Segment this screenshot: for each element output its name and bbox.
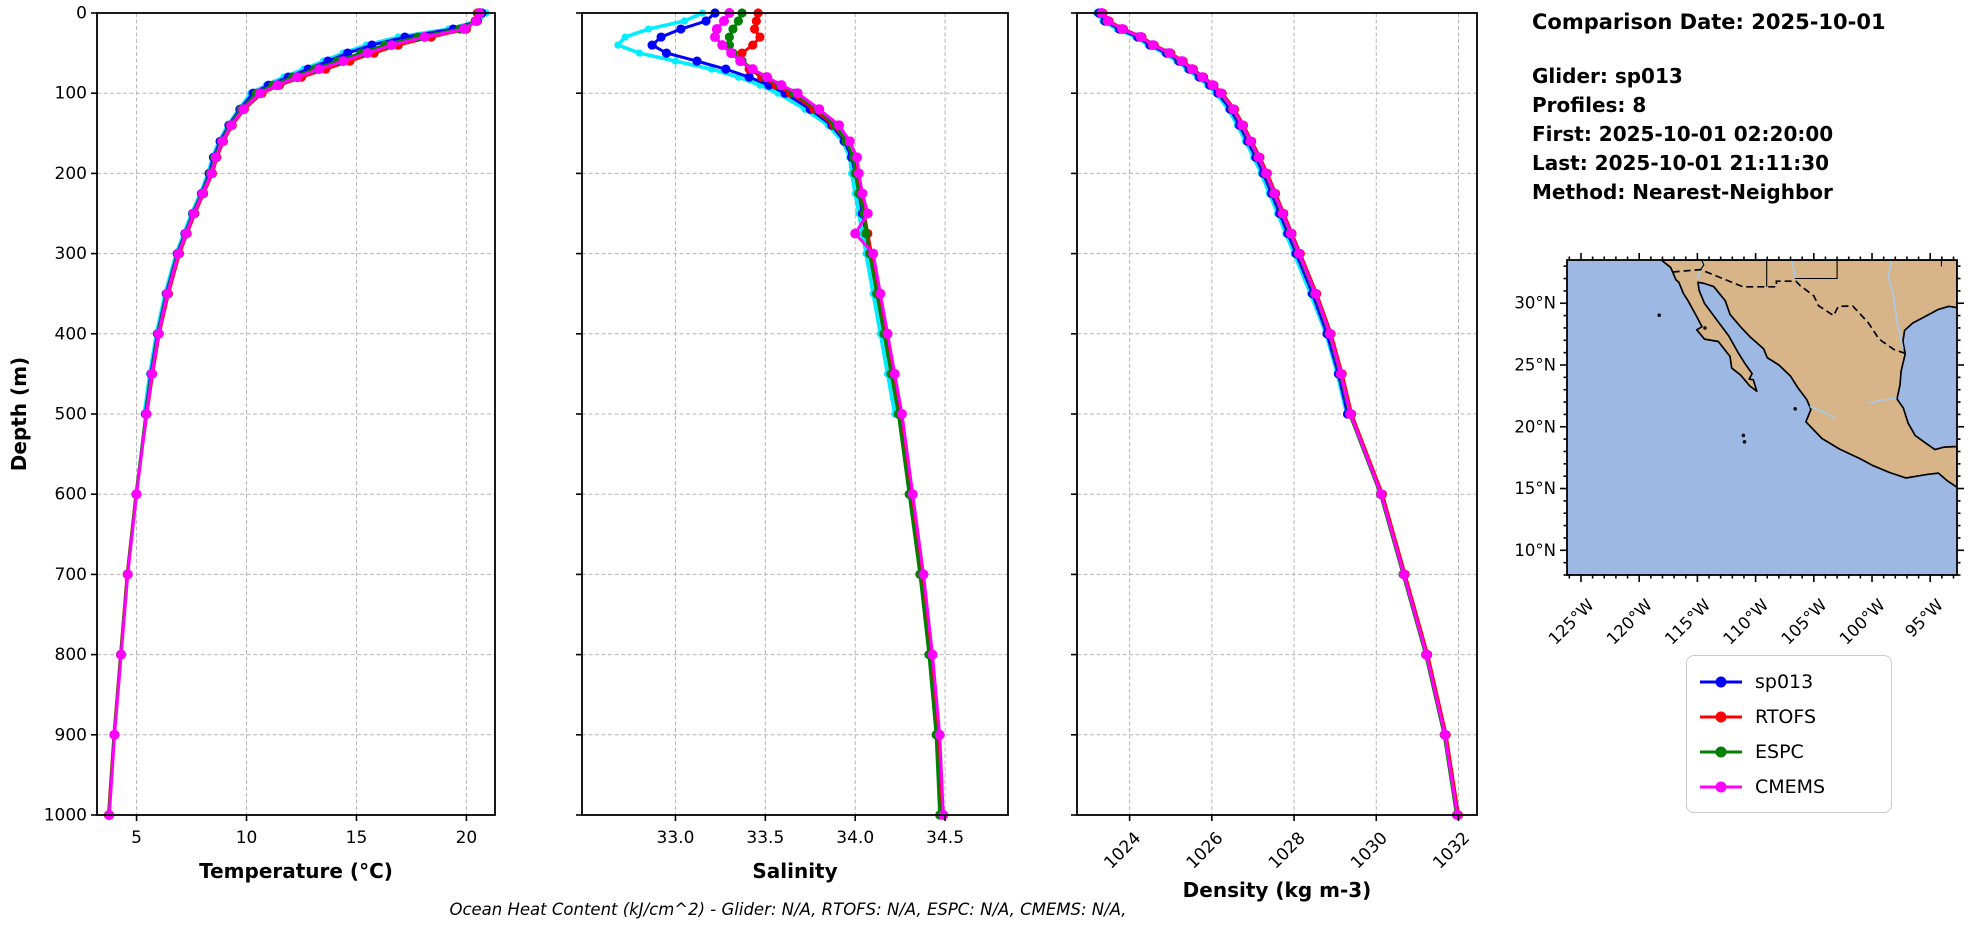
map-river [1696,260,1705,280]
ytick-label: 900 [55,725,87,745]
map-island [1742,440,1747,444]
map-frame [1566,259,1958,576]
map-island [1793,407,1797,411]
series-line-sp013 [1097,11,1350,416]
legend-label: sp013 [1755,670,1814,693]
legend-item-sp013: sp013 [1699,664,1877,699]
legend-item-espc: ESPC [1699,734,1877,769]
map-river [1790,260,1798,282]
ytick-label: 400 [55,324,87,344]
map-lon-label: 125°W [1545,595,1598,648]
legend-item-rtofs: RTOFS [1699,699,1877,734]
legend-label: ESPC [1755,740,1804,763]
legend-label: RTOFS [1755,705,1817,728]
map-lon-label: 110°W [1719,595,1772,648]
legend-marker-icon [1700,676,1742,687]
xtick-label: 1026 [1183,828,1228,873]
ytick-label: 1000 [44,806,87,826]
density-plot: 1024 1026 1028 1030 1032 Density (kg m-3) [1071,8,1478,902]
series-markers-sp013-raw [1093,9,1351,418]
xtick-label: 34.0 [836,828,874,848]
xtick-label: 10 [236,828,258,848]
salinity-plot: 33.0 33.5 34.0 34.5 Salinity [576,8,1009,883]
xtick-label: 1032 [1429,828,1474,873]
legend-item-cmems: CMEMS [1699,769,1877,804]
ytick-label: 600 [55,485,87,505]
map-island [1703,326,1707,330]
map-lon-label: 100°W [1836,595,1889,648]
xtick-label: 5 [131,828,142,848]
map-lat-label: 30°N [1514,294,1556,313]
ytick-label: 200 [55,164,87,184]
map-river [1887,260,1904,350]
temperature-xlabel: Temperature (°C) [199,859,393,883]
info-block: Comparison Date: 2025-10-01 Glider: sp01… [1532,10,1972,207]
ytick-label: 500 [55,405,87,425]
ytick-label: 800 [55,645,87,665]
xtick-label: 33.0 [657,828,695,848]
xtick-label: 20 [456,828,478,848]
legend-label: CMEMS [1755,775,1826,798]
map-lat-label: 15°N [1514,479,1556,498]
map-lon-label: 105°W [1778,595,1831,648]
map-river [1868,397,1897,405]
map-lon-label: 95°W [1901,595,1947,641]
xtick-label: 33.5 [746,828,784,848]
glider-name: Glider: sp013 [1532,64,1683,88]
series-line-sp013-raw [1094,11,1349,416]
map-island [1657,313,1662,318]
map-lon-label: 120°W [1603,595,1656,648]
ytick-label: 100 [55,84,87,104]
map-content [1567,260,1957,575]
salinity-axes-frame [581,12,1009,816]
xtick-label: 1028 [1265,828,1310,873]
depth-ylabel: Depth (m) [7,357,31,471]
series-markers-sp013 [1094,8,1353,419]
temperature-plot: 5 10 15 2001002003004005006007008009001000T… [7,4,496,883]
legend-marker-icon [1700,746,1742,757]
map-lon-label: 115°W [1661,595,1714,648]
legend: sp013 RTOFS ESPC CMEMS [1686,655,1892,813]
ytick-label: 0 [76,4,87,24]
series-markers-CMEMS [1096,8,1463,820]
map-land [1660,260,1957,489]
comparison-date: Comparison Date: 2025-10-01 [1532,10,1886,34]
first-profile-time: First: 2025-10-01 02:20:00 [1532,122,1834,146]
xtick-label: 1024 [1100,828,1145,873]
map-state-border [1794,260,1838,280]
series-markers-CMEMS [104,8,485,820]
map-lat-label: 20°N [1514,417,1556,436]
salinity-xlabel: Salinity [752,859,837,883]
density-xlabel: Density (kg m-3) [1183,878,1372,902]
ohc-footer: Ocean Heat Content (kJ/cm^2) - Glider: N… [449,900,1127,919]
xtick-label: 34.5 [926,828,964,848]
map-lat-label: 10°N [1514,541,1556,560]
legend-marker-icon [1700,781,1742,792]
last-profile-time: Last: 2025-10-01 21:11:30 [1532,151,1830,175]
xtick-label: 15 [346,828,368,848]
map-country-border [1672,268,1906,355]
xtick-label: 1030 [1347,828,1392,873]
map-river [1809,405,1836,419]
method: Method: Nearest-Neighbor [1532,180,1833,204]
ytick-label: 300 [55,244,87,264]
map-state-border [1700,260,1705,270]
profiles-count: Profiles: 8 [1532,93,1647,117]
map-lat-label: 25°N [1514,356,1556,375]
map-plot: 125°W 120°W 115°W 110°W 105°W 100°W 95°W 30°N 25… [1514,253,1964,648]
ytick-label: 700 [55,565,87,585]
map-island [1741,433,1746,438]
legend-marker-icon [1700,711,1742,722]
